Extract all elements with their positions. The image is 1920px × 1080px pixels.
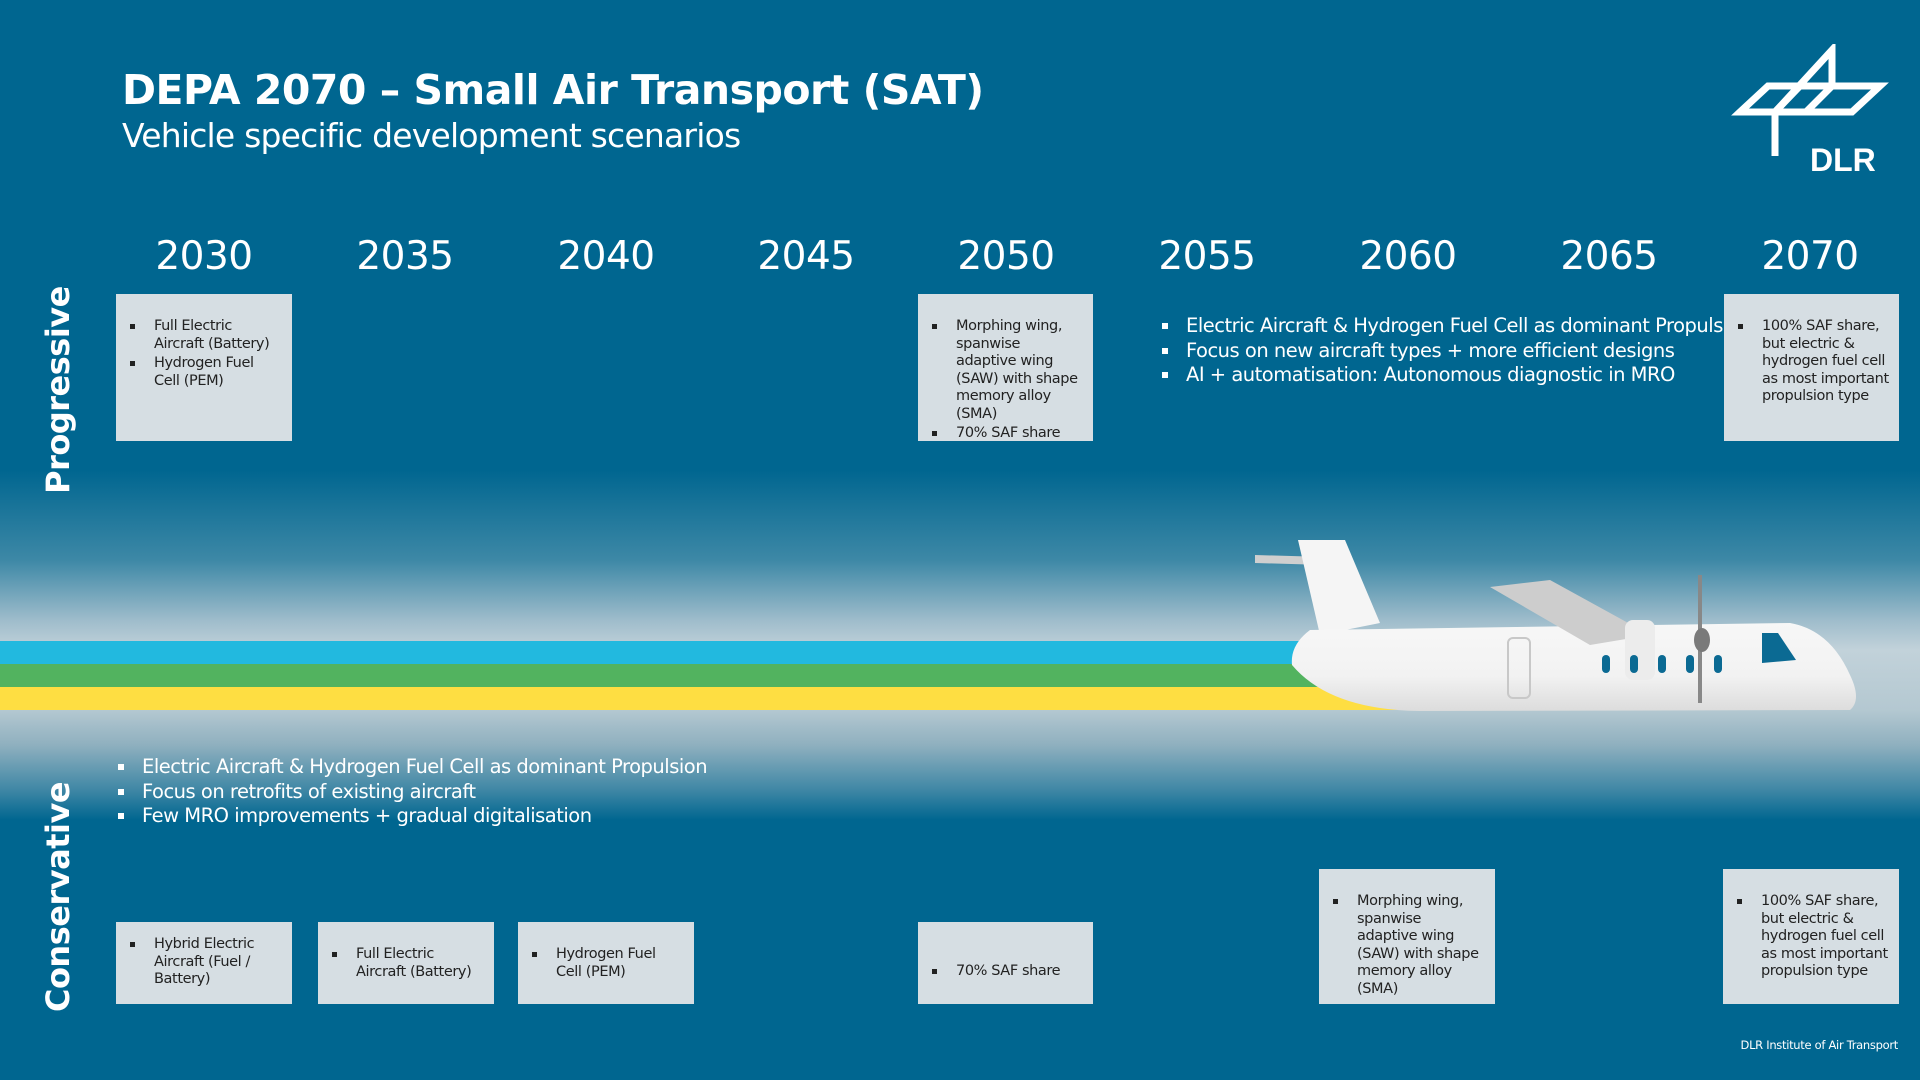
blue-stripe <box>0 641 1320 664</box>
list-item: Electric Aircraft & Hydrogen Fuel Cell a… <box>116 755 708 780</box>
svg-text:DLR: DLR <box>1810 142 1876 174</box>
list-item: Hybrid Electric Aircraft (Fuel / Battery… <box>130 936 282 989</box>
list-item: Full Electric Aircraft (Battery) <box>332 946 484 981</box>
year-2045: 2045 <box>757 234 855 279</box>
conservative-box-2030: Hybrid Electric Aircraft (Fuel / Battery… <box>116 922 292 1004</box>
list-item: 100% SAF share, but electric & hydrogen … <box>1738 318 1889 406</box>
progressive-box-2050: Morphing wing, spanwise adaptive wing (S… <box>918 294 1093 441</box>
yellow-stripe <box>0 687 1480 710</box>
list-item: 70% SAF share <box>932 425 1083 443</box>
year-2030: 2030 <box>155 234 253 279</box>
page-subtitle: Vehicle specific development scenarios <box>122 116 741 155</box>
year-2035: 2035 <box>356 234 454 279</box>
list-item: Focus on new aircraft types + more effic… <box>1160 339 1751 364</box>
conservative-box-2060: Morphing wing, spanwise adaptive wing (S… <box>1319 869 1495 1004</box>
list-item: 70% SAF share <box>932 963 1083 981</box>
list-item: Few MRO improvements + gradual digitalis… <box>116 804 707 829</box>
year-2065: 2065 <box>1560 234 1658 279</box>
conservative-label: Conservative <box>39 781 77 1013</box>
list-item: Full Electric Aircraft (Battery) <box>130 318 282 353</box>
list-item: Electric Aircraft & Hydrogen Fuel Cell a… <box>1160 314 1752 339</box>
list-item: Hydrogen Fuel Cell (PEM) <box>130 355 282 390</box>
conservative-bullets: Electric Aircraft & Hydrogen Fuel Cell a… <box>116 755 708 829</box>
conservative-box-2040: Hydrogen Fuel Cell (PEM) <box>518 922 694 1004</box>
page-title: DEPA 2070 – Small Air Transport (SAT) <box>122 66 984 114</box>
dlr-logo: DLR <box>1730 41 1890 178</box>
conservative-box-2070: 100% SAF share, but electric & hydrogen … <box>1723 869 1899 1004</box>
list-item: Focus on retrofits of existing aircraft <box>116 780 707 805</box>
progressive-box-2070: 100% SAF share, but electric & hydrogen … <box>1724 294 1899 441</box>
year-2070: 2070 <box>1761 234 1859 279</box>
progressive-box-2030: Full Electric Aircraft (Battery) Hydrogen… <box>116 294 292 441</box>
green-stripe <box>0 664 1360 687</box>
aircraft-icon <box>1255 540 1856 711</box>
footer-credit: DLR Institute of Air Transport <box>1740 1038 1899 1052</box>
aircraft-illustration <box>1250 535 1900 720</box>
year-2055: 2055 <box>1158 234 1256 279</box>
progressive-label: Progressive <box>39 286 77 494</box>
year-2060: 2060 <box>1359 234 1457 279</box>
progressive-bullets: Electric Aircraft & Hydrogen Fuel Cell a… <box>1160 314 1752 388</box>
list-item: 100% SAF share, but electric & hydrogen … <box>1737 893 1889 981</box>
conservative-box-2035: Full Electric Aircraft (Battery) <box>318 922 494 1004</box>
dlr-logo-icon: DLR <box>1731 41 1889 178</box>
list-item: Hydrogen Fuel Cell (PEM) <box>532 946 684 981</box>
list-item: Morphing wing, spanwise adaptive wing (S… <box>1333 893 1485 998</box>
list-item: Morphing wing, spanwise adaptive wing (S… <box>932 318 1083 423</box>
year-2040: 2040 <box>557 234 655 279</box>
conservative-box-2050: 70% SAF share <box>918 922 1093 1004</box>
year-2050: 2050 <box>957 234 1055 279</box>
list-item: AI + automatisation: Autonomous diagnost… <box>1160 363 1751 388</box>
